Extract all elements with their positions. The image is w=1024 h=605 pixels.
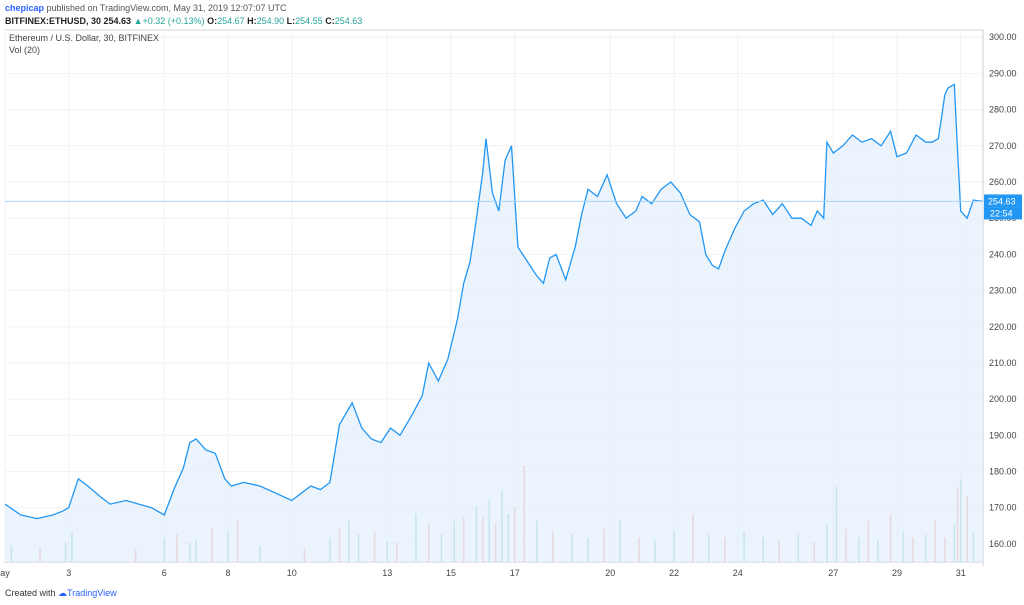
y-tick-label: 190.00 <box>989 430 1017 440</box>
price-line <box>4 83 984 520</box>
footer: Created with ☁TradingView <box>5 588 117 599</box>
y-tick-label: 280.00 <box>989 105 1017 115</box>
x-tick-label: 13 <box>382 568 392 578</box>
x-tick-label: 3 <box>66 568 71 578</box>
price-chart[interactable]: 160.00 170.00 180.00 190.00 200.00 210.00 220.… <box>0 28 1024 584</box>
x-tick-label: 24 <box>733 568 743 578</box>
high-label: H: <box>247 16 257 26</box>
y-tick-label: 230.00 <box>989 286 1017 296</box>
low-label: L: <box>286 16 296 26</box>
y-tick-label: 290.00 <box>989 68 1017 78</box>
y-tick-label: 170.00 <box>989 503 1017 513</box>
y-tick-label: 160.00 <box>989 539 1017 549</box>
x-tick-label: 10 <box>287 568 297 578</box>
low-value: 254.55 <box>295 16 323 26</box>
x-tick-label: 8 <box>225 568 230 578</box>
x-tick-label: 17 <box>510 568 520 578</box>
open-label: O: <box>207 16 218 26</box>
close-value: 254.63 <box>334 16 363 26</box>
x-tick-label: 27 <box>828 568 838 578</box>
price-change: +0.32 (+0.13%) <box>142 16 205 26</box>
x-tick-label: 20 <box>605 568 615 578</box>
open-value: 254.67 <box>217 16 245 26</box>
x-tick-label: ay <box>0 568 10 578</box>
y-tick-label: 240.00 <box>989 249 1017 259</box>
y-tick-label: 300.00 <box>989 32 1017 42</box>
countdown-label: 22:54 <box>990 208 1013 218</box>
up-arrow-icon: ▲ <box>133 16 143 26</box>
created-with-label: Created with <box>5 588 56 598</box>
x-tick-label: 29 <box>892 568 902 578</box>
y-tick-label: 210.00 <box>989 358 1017 368</box>
tradingview-brand[interactable]: TradingView <box>67 588 117 598</box>
price-tag-box <box>984 194 1022 208</box>
tradingview-logo-icon[interactable]: ☁ <box>58 588 68 598</box>
x-tick-label: 22 <box>669 568 679 578</box>
countdown-tag-box <box>984 207 1022 220</box>
chart-area[interactable]: 160.00 170.00 180.00 190.00 200.00 210.00 220.… <box>0 28 1024 584</box>
author-name[interactable]: chepicap <box>5 3 45 13</box>
y-tick-label: 180.00 <box>989 467 1017 477</box>
high-value: 254.90 <box>256 16 285 26</box>
y-tick-label: 200.00 <box>989 394 1017 404</box>
publisher-line: chepicap published on TradingView.com, M… <box>5 3 287 13</box>
x-tick-label: 6 <box>162 568 167 578</box>
publish-info: published on TradingView.com, May 31, 20… <box>46 3 287 13</box>
ohlc-line: BITFINEX:ETHUSD, 30 254.63 ▲+0.32 (+0.13… <box>5 16 362 26</box>
y-tick-label: 220.00 <box>989 322 1017 332</box>
price-tag-label: 254.63 <box>988 196 1016 206</box>
volume-legend[interactable]: Vol (20) <box>9 45 41 55</box>
close-label: C: <box>325 16 335 26</box>
last-price: 254.63 <box>103 16 132 26</box>
y-tick-label: 260.00 <box>989 177 1017 187</box>
x-tick-label: 15 <box>446 568 456 578</box>
y-tick-label: 270.00 <box>989 141 1017 151</box>
series-legend[interactable]: Ethereum / U.S. Dollar, 30, BITFINEX <box>9 33 160 43</box>
symbol-label: BITFINEX:ETHUSD, 30 <box>5 16 102 26</box>
price-area-fill <box>5 84 983 563</box>
x-tick-label: 31 <box>956 568 966 578</box>
